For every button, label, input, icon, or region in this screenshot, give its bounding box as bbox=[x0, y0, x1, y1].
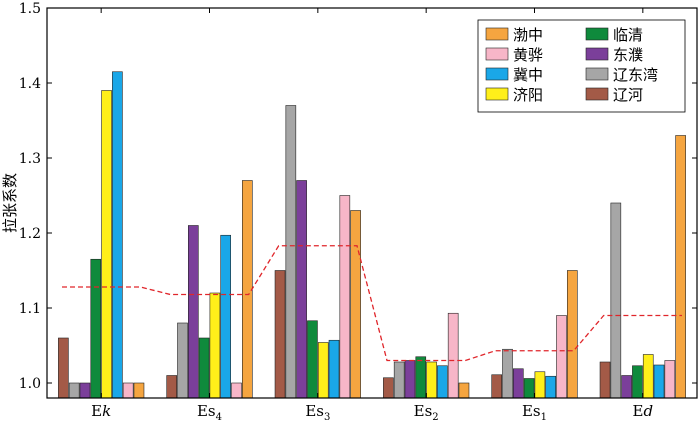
bar bbox=[512, 368, 524, 399]
legend-swatch bbox=[485, 47, 509, 61]
bar bbox=[393, 361, 405, 399]
legend-swatch bbox=[585, 27, 609, 41]
bar bbox=[101, 90, 112, 399]
bar bbox=[491, 374, 503, 399]
y-tick-label: 1.3 bbox=[19, 151, 41, 167]
legend-label: 临清 bbox=[613, 26, 643, 44]
bar bbox=[642, 354, 654, 399]
legend-label: 黄骅 bbox=[513, 46, 543, 64]
x-tick-label: Es3 bbox=[305, 402, 330, 423]
y-tick-label: 1.0 bbox=[19, 376, 41, 392]
legend-label: 辽河 bbox=[613, 86, 643, 104]
legend-label: 渤中 bbox=[513, 26, 543, 44]
x-tick-label: Es4 bbox=[197, 402, 222, 423]
bar bbox=[166, 375, 177, 399]
bar bbox=[545, 375, 557, 399]
y-tick-label: 1.2 bbox=[19, 226, 41, 242]
y-axis-label: 拉张系数 bbox=[1, 173, 19, 233]
bar bbox=[285, 105, 297, 399]
bar bbox=[383, 377, 394, 399]
legend-swatch bbox=[585, 47, 609, 61]
legend-swatch bbox=[485, 27, 509, 41]
bar bbox=[122, 382, 134, 399]
x-tick-label: Ek bbox=[91, 402, 111, 420]
bar bbox=[447, 312, 459, 399]
bar bbox=[437, 365, 448, 399]
bar bbox=[133, 382, 145, 399]
bar bbox=[458, 382, 470, 399]
bar bbox=[664, 360, 676, 399]
bar bbox=[198, 337, 210, 399]
plot-border bbox=[46, 7, 698, 399]
bar bbox=[523, 378, 535, 399]
x-tick-label: Es1 bbox=[522, 402, 547, 423]
bar bbox=[556, 315, 567, 399]
legend-box bbox=[477, 19, 686, 113]
bar bbox=[188, 225, 199, 399]
bar bbox=[317, 342, 329, 399]
bar bbox=[307, 320, 318, 399]
bar bbox=[610, 202, 622, 399]
y-tick-label: 1.5 bbox=[19, 1, 41, 17]
legend-swatch bbox=[485, 87, 509, 101]
y-tick-label: 1.1 bbox=[19, 301, 41, 317]
bar bbox=[675, 135, 686, 399]
bar bbox=[68, 382, 80, 399]
bar bbox=[328, 339, 340, 399]
average-line-group bbox=[62, 245, 682, 362]
average-line bbox=[62, 245, 682, 362]
bar bbox=[112, 71, 123, 399]
bar bbox=[502, 348, 513, 399]
bar bbox=[274, 270, 286, 399]
legend-label: 济阳 bbox=[513, 86, 543, 104]
bar bbox=[90, 258, 102, 399]
bar bbox=[79, 382, 91, 399]
legend-swatch bbox=[585, 87, 609, 101]
y-tick-label: 1.4 bbox=[19, 76, 41, 92]
bar bbox=[350, 210, 361, 399]
bar bbox=[632, 365, 643, 399]
bar bbox=[599, 361, 611, 399]
bar bbox=[653, 364, 665, 399]
bars bbox=[58, 71, 686, 399]
bar bbox=[209, 292, 221, 399]
legend-swatch bbox=[585, 67, 609, 81]
legend-label: 东濮 bbox=[613, 46, 643, 64]
bar bbox=[177, 322, 188, 399]
bar bbox=[220, 234, 231, 399]
bar bbox=[296, 180, 307, 399]
y-axis-label-group: 拉张系数 bbox=[1, 173, 19, 233]
bar bbox=[231, 382, 242, 399]
legend-swatch bbox=[485, 67, 509, 81]
bar bbox=[242, 180, 253, 399]
plot-frame bbox=[46, 7, 698, 399]
bar bbox=[621, 375, 632, 399]
bar bbox=[415, 356, 427, 399]
bar bbox=[58, 337, 69, 399]
bar bbox=[426, 361, 437, 399]
legend-label: 辽东湾 bbox=[613, 66, 658, 84]
x-tick-label: Es2 bbox=[414, 402, 439, 423]
bar bbox=[339, 195, 351, 399]
y-ticks: 1.0 1.1 1.2 1.3 1.4 1.5 bbox=[19, 1, 697, 392]
legend-label: 冀中 bbox=[513, 66, 543, 84]
bar bbox=[404, 360, 416, 399]
bar bbox=[566, 270, 578, 399]
x-tick-label: Ed bbox=[633, 402, 654, 420]
x-ticks: Ek Es4 Es3 Es2 Es1 Ed bbox=[91, 8, 653, 423]
bar bbox=[534, 371, 546, 399]
